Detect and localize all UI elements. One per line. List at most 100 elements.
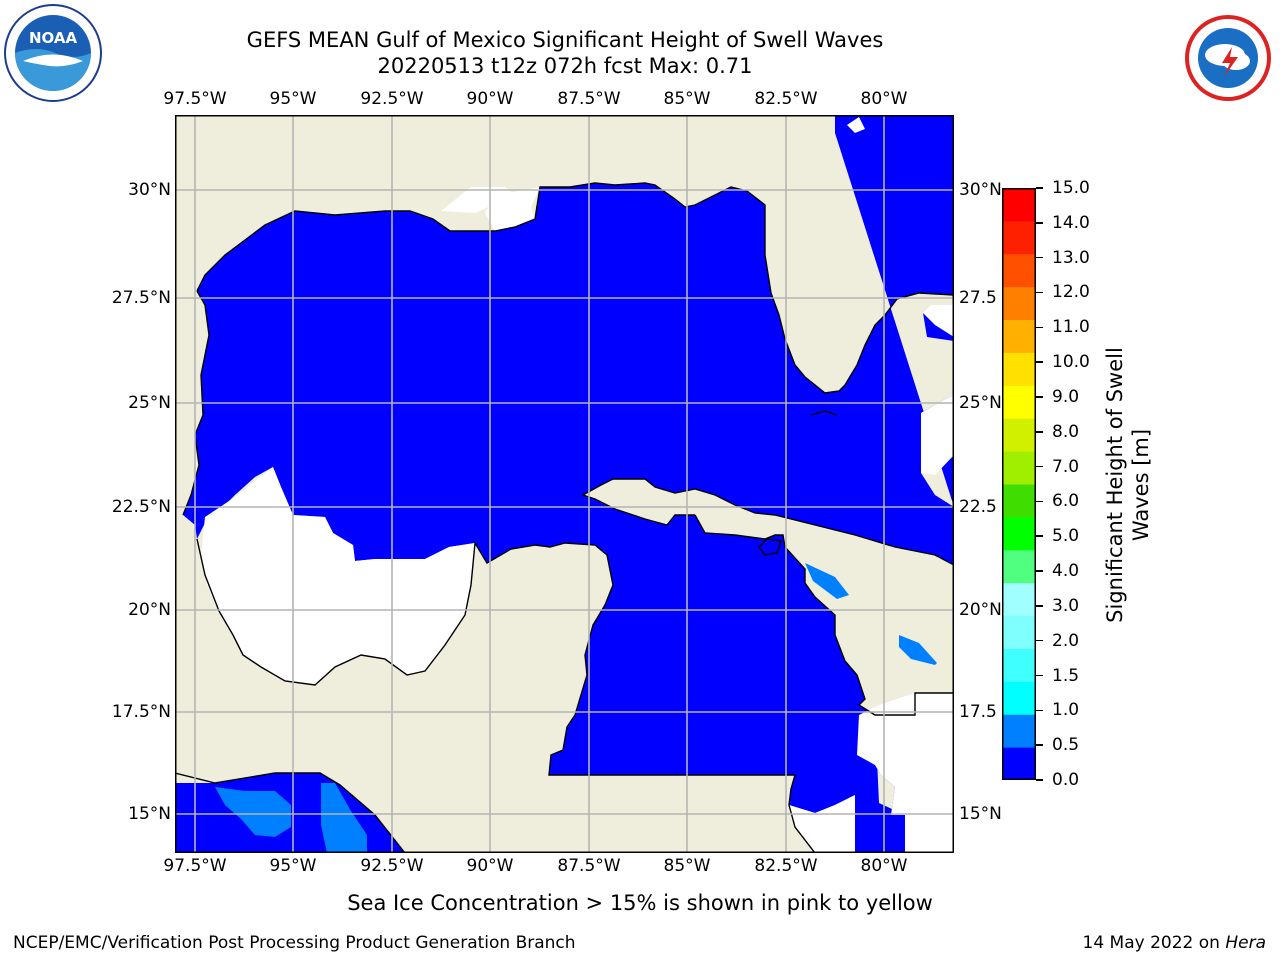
lat-tick-left: 27.5°N (111, 288, 171, 308)
colorbar-tick (1036, 570, 1043, 572)
lat-tick-left: 20°N (128, 600, 171, 620)
lon-tick-bottom: 92.5°W (360, 856, 424, 876)
noaa-logo: NOAA (4, 4, 102, 102)
colorbar-segment (1002, 516, 1036, 551)
lat-tick-left: 30°N (128, 180, 171, 200)
colorbar-tick (1036, 256, 1043, 259)
colorbar-tick (1036, 500, 1043, 503)
no-data-regions (201, 117, 954, 853)
chart-subtitle: 20220513 t12z 072h fcst Max: 0.71 (377, 54, 753, 78)
colorbar-tick (1036, 326, 1043, 329)
lat-tick-right: 15°N (959, 804, 1002, 824)
lon-tick-top: 95°W (269, 89, 317, 109)
colorbar-segment (1002, 352, 1036, 386)
colorbar-segment (1002, 484, 1036, 518)
gulf-map (175, 115, 954, 853)
lon-tick-top: 80°W (860, 89, 908, 109)
lat-tick-right: 22.5 (959, 497, 997, 517)
colorbar-tick-label: 1.5 (1052, 665, 1080, 686)
lon-tick-bottom: 95°W (269, 856, 317, 876)
colorbar-tick-label: 14.0 (1052, 212, 1090, 233)
lon-tick-top: 92.5°W (360, 89, 424, 109)
lon-tick-bottom: 82.5°W (754, 856, 818, 876)
colorbar-tick (1036, 639, 1043, 642)
colorbar-segment (1002, 253, 1036, 288)
lat-tick-right: 17.5 (959, 702, 997, 722)
colorbar-segment (1002, 549, 1036, 584)
lon-tick-top: 87.5°W (557, 89, 621, 109)
colorbar-frame (1002, 188, 1036, 780)
lon-tick-top: 82.5°W (754, 89, 818, 109)
lat-tick-left: 22.5°N (111, 497, 171, 517)
system-name: Hera (1225, 933, 1266, 953)
colorbar-tick-label: 7.0 (1052, 456, 1080, 477)
colorbar-tick (1036, 605, 1043, 607)
colorbar-segment (1002, 582, 1036, 617)
gridlines (175, 115, 954, 853)
lon-tick-bottom: 90°W (466, 856, 514, 876)
lat-tick-right: 20°N (959, 600, 1002, 620)
colorbar-tick (1036, 535, 1043, 537)
colorbar-tick (1036, 674, 1043, 677)
lon-tick-bottom: 80°W (860, 856, 908, 876)
colorbar-tick-label: 15.0 (1052, 178, 1090, 198)
colorbar-tick-label: 13.0 (1052, 247, 1090, 268)
colorbar-tick (1036, 396, 1043, 398)
credit-text: NCEP/EMC/Verification Post Processing Pr… (13, 933, 576, 953)
colorbar-tick (1036, 431, 1043, 433)
colorbar-tick (1036, 361, 1043, 363)
colorbar-segment (1002, 319, 1036, 353)
colorbar-title: Significant Height of Swell Waves [m] (1103, 347, 1153, 623)
colorbar-segment (1002, 648, 1036, 682)
chart-title: GEFS MEAN Gulf of Mexico Significant Hei… (246, 28, 884, 52)
colorbar-tick (1036, 222, 1043, 224)
colorbar-tick-label: 3.0 (1052, 595, 1080, 616)
colorbar (1002, 188, 1036, 780)
colorbar-segment (1002, 418, 1036, 452)
colorbar-tick (1036, 291, 1043, 294)
map-frame (175, 115, 954, 853)
colorbar-segment (1002, 451, 1036, 485)
swell-patches (215, 563, 937, 853)
lat-tick-left: 15°N (128, 804, 171, 824)
colorbar-tick (1036, 709, 1043, 712)
colorbar-tick-label: 0.0 (1052, 770, 1080, 790)
colorbar-segment (1002, 714, 1036, 748)
colorbar-tick (1036, 187, 1043, 189)
lat-tick-left: 17.5°N (111, 702, 171, 722)
colorbar-segment (1002, 747, 1036, 780)
lon-tick-top: 97.5°W (163, 89, 227, 109)
colorbar-segment (1002, 681, 1036, 715)
lat-tick-right: 27.5 (959, 288, 997, 308)
coastlines (175, 182, 954, 853)
colorbar-tick-label: 2.0 (1052, 630, 1080, 651)
lon-tick-bottom: 85°W (663, 856, 711, 876)
colorbar-tick-label: 8.0 (1052, 421, 1080, 442)
lon-tick-bottom: 87.5°W (557, 856, 621, 876)
colorbar-tick-label: 0.5 (1052, 735, 1080, 756)
date-text: 14 May 2022 on Hera (1083, 933, 1267, 953)
colorbar-segment (1002, 220, 1036, 255)
lon-tick-top: 90°W (466, 89, 514, 109)
sea-ice-note: Sea Ice Concentration > 15% is shown in … (347, 891, 933, 915)
colorbar-tick-label: 1.0 (1052, 700, 1080, 721)
colorbar-segment (1002, 385, 1036, 419)
noaa-logo-text: NOAA (29, 29, 78, 47)
colorbar-tick-label: 4.0 (1052, 561, 1080, 582)
colorbar-segment (1002, 615, 1036, 649)
colorbar-tick (1036, 465, 1043, 468)
colorbar-tick (1036, 744, 1043, 746)
date-value: 14 May 2022 on (1082, 933, 1220, 953)
colorbar-tick-label: 11.0 (1052, 317, 1090, 338)
colorbar-tick-label: 6.0 (1052, 491, 1080, 512)
nws-logo (1185, 15, 1271, 101)
lat-tick-left: 25°N (128, 393, 171, 413)
colorbar-tick-label: 5.0 (1052, 526, 1080, 547)
colorbar-tick (1036, 779, 1043, 781)
colorbar-tick-label: 10.0 (1052, 352, 1090, 373)
colorbar-segment (1002, 286, 1036, 321)
colorbar-tick-label: 9.0 (1052, 386, 1080, 407)
lon-tick-bottom: 97.5°W (163, 856, 227, 876)
lat-tick-right: 30°N (959, 180, 1002, 200)
lon-tick-top: 85°W (663, 89, 711, 109)
